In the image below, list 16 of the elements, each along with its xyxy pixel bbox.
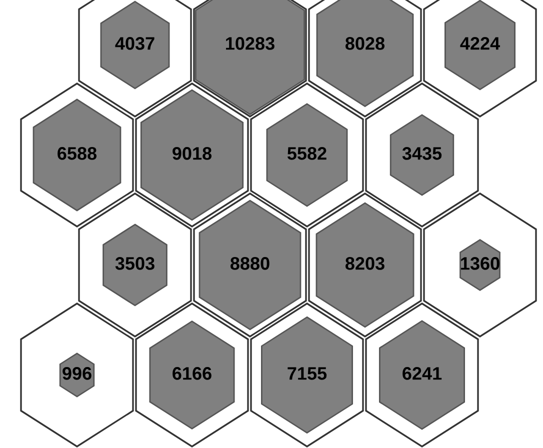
data-label: 996 bbox=[62, 367, 92, 380]
data-label: 6241 bbox=[402, 367, 442, 380]
data-label: 8203 bbox=[345, 257, 384, 270]
data-label: 6166 bbox=[172, 367, 212, 380]
data-label: 3503 bbox=[115, 257, 154, 270]
data-label: 8028 bbox=[345, 37, 385, 50]
data-label: 8880 bbox=[230, 257, 270, 270]
data-label: 9018 bbox=[172, 147, 212, 160]
data-label: 10283 bbox=[226, 37, 274, 50]
data-label: 7155 bbox=[288, 367, 327, 380]
data-label: 1360 bbox=[461, 257, 500, 270]
data-label: 3435 bbox=[402, 147, 442, 160]
data-label: 5582 bbox=[287, 147, 326, 160]
data-label: 6588 bbox=[58, 147, 97, 160]
data-label: 4224 bbox=[460, 37, 500, 50]
data-label: 4037 bbox=[115, 37, 154, 50]
